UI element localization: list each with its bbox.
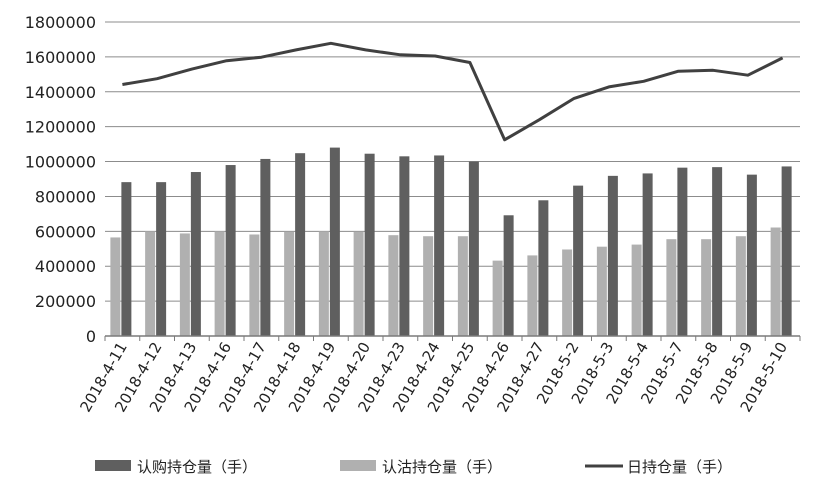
legend-swatch <box>340 460 376 471</box>
put-bar <box>735 236 746 336</box>
legend-label: 认沽持仓量（手） <box>382 458 502 476</box>
call-bar <box>712 167 723 336</box>
call-bar <box>329 147 340 336</box>
call-bar <box>746 174 757 336</box>
call-bar <box>781 166 792 336</box>
y-tick-label: 1600000 <box>25 48 96 67</box>
put-bar <box>110 237 121 336</box>
y-tick-label: 800000 <box>35 187 96 206</box>
call-bar <box>503 215 514 336</box>
call-bar <box>364 153 375 336</box>
put-bar <box>249 234 260 336</box>
call-bar <box>677 167 688 336</box>
put-bar <box>214 231 225 336</box>
put-bar <box>457 236 468 336</box>
put-bar <box>179 233 190 336</box>
put-bar <box>666 239 677 336</box>
y-tick-label: 1400000 <box>25 83 96 102</box>
call-bar <box>121 182 132 336</box>
put-bar <box>527 255 538 336</box>
y-tick-label: 600000 <box>35 222 96 241</box>
put-bar <box>145 231 156 336</box>
call-bar <box>156 182 167 336</box>
call-bar <box>260 158 271 336</box>
put-bar <box>353 231 364 336</box>
x-axis <box>104 335 801 341</box>
x-axis-ticks: 2018-4-112018-4-122018-4-132018-4-162018… <box>76 339 791 415</box>
put-bar <box>596 246 607 336</box>
y-tick-label: 400000 <box>35 257 96 276</box>
put-bar <box>492 260 503 336</box>
call-bar <box>573 185 584 336</box>
y-tick-label: 200000 <box>35 292 96 311</box>
call-bar <box>295 153 306 336</box>
call-bar <box>538 200 549 336</box>
legend-swatch <box>95 460 131 471</box>
y-tick-label: 1200000 <box>25 118 96 137</box>
call-bar <box>434 155 445 336</box>
y-tick-label: 0 <box>86 327 96 346</box>
call-bar <box>399 156 410 336</box>
call-bar <box>468 161 479 336</box>
put-bar <box>701 239 712 336</box>
bar-series <box>110 147 792 336</box>
total-open-interest-line <box>122 41 784 142</box>
put-bar <box>562 249 573 336</box>
put-bar <box>423 236 434 336</box>
line-series <box>122 41 784 142</box>
y-axis-ticks: 0 200000 400000 600000 800000 1000000 1200000 1… <box>25 13 96 346</box>
put-bar <box>318 231 329 336</box>
put-bar <box>770 227 781 336</box>
y-tick-label: 1800000 <box>25 13 96 32</box>
call-bar <box>607 175 618 336</box>
put-bar <box>631 244 642 336</box>
legend: 认购持仓量（手） 认沽持仓量（手） 日持仓量（手） <box>95 458 732 476</box>
call-bar <box>225 165 236 336</box>
y-tick-label: 1000000 <box>25 153 96 172</box>
legend-label: 认购持仓量（手） <box>137 458 257 476</box>
put-bar <box>284 231 295 336</box>
put-bar <box>388 235 399 336</box>
legend-label: 日持仓量（手） <box>627 458 732 476</box>
call-bar <box>642 173 653 336</box>
call-bar <box>190 172 201 336</box>
